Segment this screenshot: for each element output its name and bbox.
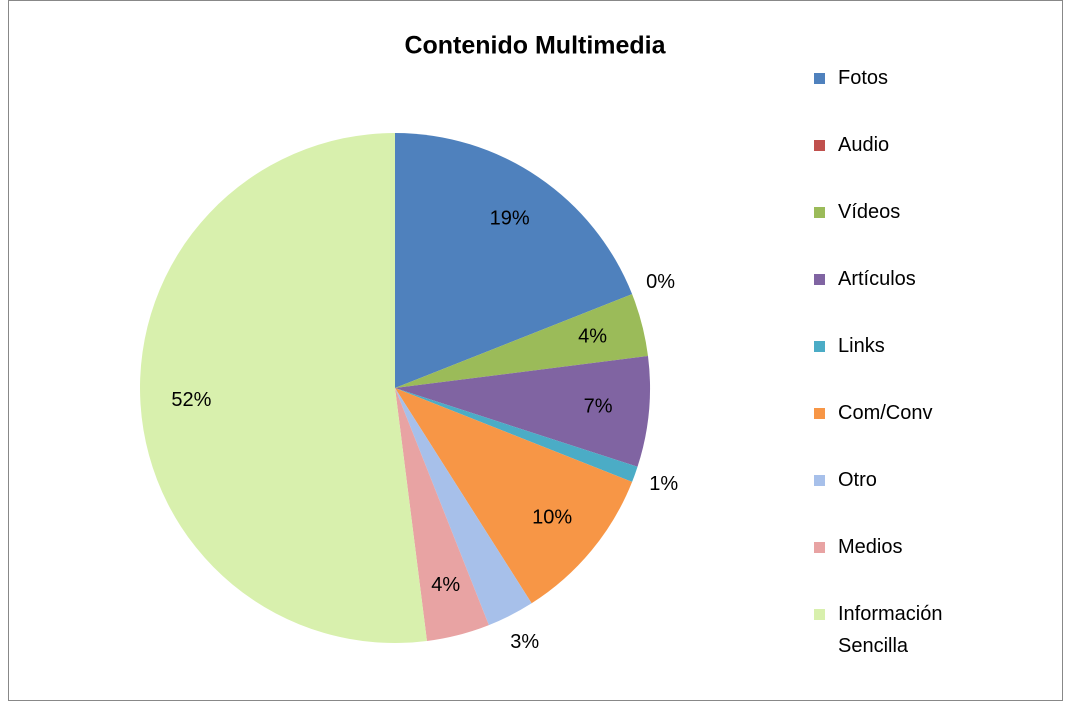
legend-swatch	[814, 274, 825, 285]
legend-label: Com/Conv	[838, 402, 933, 424]
legend-item: Com/Conv	[814, 397, 1014, 464]
pie-slice	[395, 388, 489, 641]
legend-label: Otro	[838, 469, 877, 491]
legend-label: Audio	[838, 134, 890, 156]
legend-swatch	[814, 207, 825, 218]
data-label: 0%	[646, 271, 675, 293]
legend-label: Información Sencilla	[838, 603, 943, 657]
legend-item: Otro	[814, 464, 1014, 531]
legend-swatch	[814, 341, 825, 352]
legend-swatch	[814, 475, 825, 486]
legend-label: Vídeos	[838, 201, 901, 223]
data-label: 4%	[578, 326, 607, 348]
legend-item: Medios	[814, 531, 1014, 598]
legend-item: Vídeos	[814, 196, 1014, 263]
data-label: 1%	[649, 473, 678, 495]
data-label: 10%	[532, 506, 572, 528]
legend-label: Artículos	[838, 268, 916, 290]
legend-swatch	[814, 408, 825, 419]
legend-item: Links	[814, 330, 1014, 397]
legend-swatch	[814, 73, 825, 84]
legend-swatch	[814, 609, 825, 620]
legend-item: Fotos	[814, 62, 1014, 129]
legend-item: Información Sencilla	[814, 598, 1014, 665]
data-label: 3%	[510, 631, 539, 653]
data-label: 7%	[584, 395, 613, 417]
legend-swatch	[814, 542, 825, 553]
pie-slice	[395, 294, 648, 388]
chart-title: Contenido Multimedia	[404, 32, 666, 60]
data-label: 52%	[171, 389, 211, 411]
legend-label: Medios	[838, 536, 903, 558]
legend-label: Fotos	[838, 67, 889, 89]
legend-label: Links	[838, 335, 885, 357]
pie-slice	[395, 133, 633, 388]
pie-slice	[395, 388, 633, 604]
legend-swatch	[814, 140, 825, 151]
data-label: 4%	[431, 574, 460, 596]
legend-item: Audio	[814, 129, 1014, 196]
data-label: 19%	[490, 208, 530, 230]
legend: Fotos Audio Vídeos Artículos Links Com/Conv Ot…	[814, 62, 1014, 665]
pie-slice	[395, 388, 638, 482]
pie-slice	[395, 356, 651, 467]
legend-item: Artículos	[814, 263, 1014, 330]
pie-slice	[140, 132, 427, 643]
pie-slice	[395, 388, 532, 626]
